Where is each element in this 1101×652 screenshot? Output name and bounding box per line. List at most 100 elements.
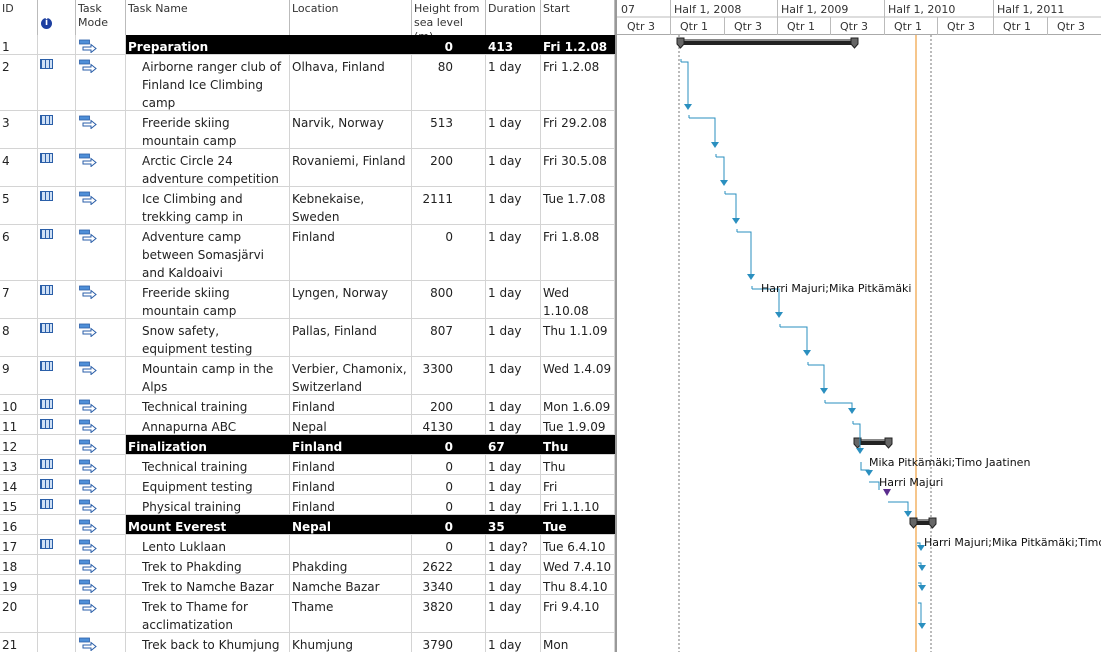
task-height[interactable]: 3820 (412, 595, 486, 632)
task-location[interactable] (290, 35, 412, 54)
task-id[interactable]: 19 (0, 575, 38, 594)
task-height[interactable]: 2111 (412, 187, 486, 224)
col-id-header[interactable]: ID (0, 0, 38, 35)
task-name[interactable]: Mountain camp in the Alps (126, 357, 290, 394)
task-duration[interactable]: 1 day (486, 55, 541, 110)
task-location[interactable]: Thame (290, 595, 412, 632)
task-duration[interactable]: 1 day (486, 149, 541, 186)
task-duration[interactable]: 1 day? (486, 535, 541, 554)
task-start[interactable]: Tue 1.7.08 (541, 187, 615, 224)
task-duration[interactable]: 413 days (486, 35, 541, 54)
task-duration[interactable]: 1 day (486, 395, 541, 414)
task-name[interactable]: Lento Luklaan (126, 535, 290, 554)
task-height[interactable]: 2622 (412, 555, 486, 574)
task-name[interactable]: Snow safety, equipment testing (126, 319, 290, 356)
task-location[interactable]: Olhava, Finland (290, 55, 412, 110)
task-duration[interactable]: 1 day (486, 187, 541, 224)
task-row[interactable]: 11 Annapurna ABC Nepal 4130 1 day Tue 1.9.09 (0, 415, 615, 435)
task-id[interactable]: 2 (0, 55, 38, 110)
task-row[interactable]: 9 Mountain camp in the Alps Verbier, Chamon… (0, 357, 615, 395)
task-id[interactable]: 13 (0, 455, 38, 474)
task-start[interactable]: Fri 1.2.08 (541, 35, 615, 54)
task-location[interactable]: Finland (290, 475, 412, 494)
task-duration[interactable]: 1 day (486, 281, 541, 318)
task-start[interactable]: Tue 1.9.09 (541, 415, 615, 434)
task-location[interactable]: Verbier, Chamonix, Switzerland (290, 357, 412, 394)
task-row[interactable]: 15 Physical training Finland 0 1 day Fri 1.1.… (0, 495, 615, 515)
task-location[interactable]: Rovaniemi, Finland (290, 149, 412, 186)
task-height[interactable]: 3790 (412, 633, 486, 652)
task-duration[interactable]: 1 day (486, 555, 541, 574)
col-indicators-header[interactable]: i (38, 0, 76, 35)
task-height[interactable]: 0 (412, 455, 486, 474)
task-row[interactable]: 10 Technical training Finland 200 1 day Mon 1… (0, 395, 615, 415)
task-duration[interactable]: 1 day (486, 319, 541, 356)
task-duration[interactable]: 1 day (486, 633, 541, 652)
task-row[interactable]: 5 Ice Climbing and trekking camp in Kebneka… (0, 187, 615, 225)
task-id[interactable]: 7 (0, 281, 38, 318)
task-name[interactable]: Freeride skiing mountain camp (126, 111, 290, 148)
task-id[interactable]: 16 (0, 515, 38, 534)
task-location[interactable]: Finland (290, 455, 412, 474)
task-duration[interactable]: 1 day (486, 475, 541, 494)
task-start[interactable]: Fri 9.4.10 (541, 595, 615, 632)
task-name[interactable]: Mount Everest (126, 515, 290, 534)
task-height[interactable]: 800 (412, 281, 486, 318)
task-id[interactable]: 6 (0, 225, 38, 280)
task-location[interactable]: Finland (290, 435, 412, 454)
task-row[interactable]: 6 Adventure camp between Somasjärvi and Kal… (0, 225, 615, 281)
task-name[interactable]: Annapurna ABC (126, 415, 290, 434)
task-id[interactable]: 9 (0, 357, 38, 394)
task-location[interactable]: Nepal (290, 415, 412, 434)
task-height[interactable]: 0 (412, 535, 486, 554)
task-row[interactable]: 20 Trek to Thame for acclimatization Thame 3… (0, 595, 615, 633)
task-name[interactable]: Technical training (126, 395, 290, 414)
task-duration[interactable]: 1 day (486, 575, 541, 594)
task-name[interactable]: Airborne ranger club of Finland Ice Climb… (126, 55, 290, 110)
task-start[interactable]: Fri 30.5.08 (541, 149, 615, 186)
task-location[interactable]: Narvik, Norway (290, 111, 412, 148)
task-start[interactable]: Wed 1.4.09 (541, 357, 615, 394)
task-name[interactable]: Trek back to Khumjung (126, 633, 290, 652)
task-id[interactable]: 4 (0, 149, 38, 186)
task-id[interactable]: 10 (0, 395, 38, 414)
task-start[interactable]: Mon 12.4.10 (541, 633, 615, 652)
task-id[interactable]: 14 (0, 475, 38, 494)
task-start[interactable]: Fri 1.1.10 (541, 495, 615, 514)
task-id[interactable]: 11 (0, 415, 38, 434)
task-duration[interactable]: 67 days (486, 435, 541, 454)
task-height[interactable]: 807 (412, 319, 486, 356)
task-height[interactable]: 0 (412, 475, 486, 494)
task-location[interactable]: Finland (290, 495, 412, 514)
col-height-header[interactable]: Height from sea level (m) (412, 0, 486, 35)
task-id[interactable]: 8 (0, 319, 38, 356)
task-start[interactable]: Fri 29.2.08 (541, 111, 615, 148)
task-start[interactable]: Thu 1.10.09 (541, 435, 615, 454)
task-location[interactable]: Phakding (290, 555, 412, 574)
task-duration[interactable]: 1 day (486, 455, 541, 474)
task-name[interactable]: Adventure camp between Somasjärvi and Kald… (126, 225, 290, 280)
col-task-name-header[interactable]: Task Name (126, 0, 290, 35)
task-id[interactable]: 15 (0, 495, 38, 514)
task-location[interactable]: Finland (290, 395, 412, 414)
task-id[interactable]: 3 (0, 111, 38, 148)
task-row[interactable]: 17 Lento Luklaan 0 1 day? Tue 6.4.10 (0, 535, 615, 555)
task-height[interactable]: 3300 (412, 357, 486, 394)
task-location[interactable]: Khumjung (290, 633, 412, 652)
task-height[interactable]: 0 (412, 495, 486, 514)
task-row[interactable]: 2 Airborne ranger club of Finland Ice Clim… (0, 55, 615, 111)
task-name[interactable]: Freeride skiing mountain camp (126, 281, 290, 318)
task-location[interactable]: Lyngen, Norway (290, 281, 412, 318)
task-height[interactable]: 513 (412, 111, 486, 148)
task-location[interactable]: Pallas, Finland (290, 319, 412, 356)
task-name[interactable]: Physical training (126, 495, 290, 514)
task-row[interactable]: 21 Trek back to Khumjung Khumjung 3790 1 day… (0, 633, 615, 652)
col-duration-header[interactable]: Duration (486, 0, 541, 35)
task-height[interactable]: 4130 (412, 415, 486, 434)
task-start[interactable]: Thu 8.4.10 (541, 575, 615, 594)
task-id[interactable]: 20 (0, 595, 38, 632)
